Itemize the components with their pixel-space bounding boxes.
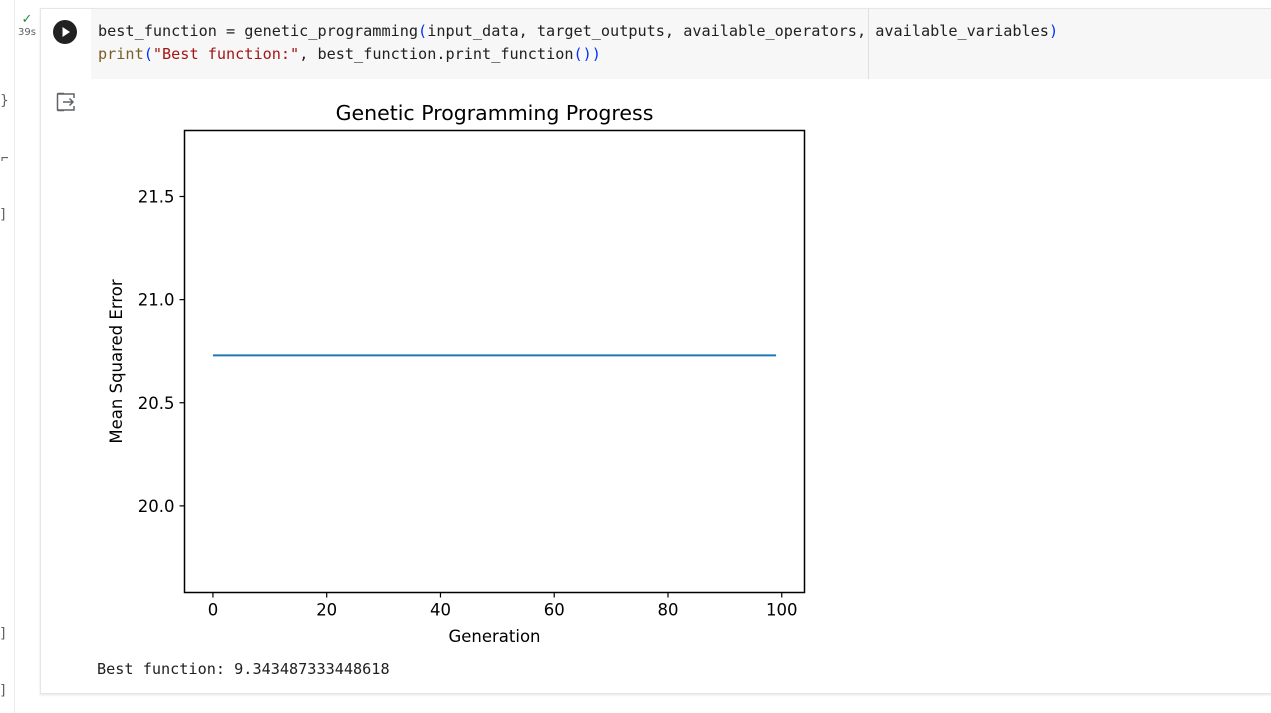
x-tick-label: 40 [430, 601, 451, 620]
x-tick-label: 100 [766, 601, 798, 620]
y-tick-label: 20.0 [138, 497, 175, 516]
y-tick-label: 20.5 [138, 394, 175, 413]
sidebar-icon[interactable]: ] [0, 208, 6, 222]
chart-title: Genetic Programming Progress [336, 101, 654, 125]
x-tick-label: 0 [208, 601, 219, 620]
y-axis-ticks: 20.0 20.5 21.0 21.5 [138, 188, 185, 516]
run-cell-button[interactable] [53, 20, 77, 44]
best-function-output: Best function: 9.343487333448618 [97, 660, 390, 678]
code-editor[interactable] [91, 9, 869, 79]
execution-status: ✓ 39s [16, 12, 38, 39]
output-toggle-icon[interactable] [54, 90, 78, 114]
plot-frame [183, 129, 806, 594]
sidebar-icon[interactable]: } [0, 94, 8, 108]
left-sidebar: } ⌐ ] ] ] [0, 0, 15, 713]
y-tick-label: 21.0 [138, 291, 175, 310]
sidebar-icon[interactable]: ] [0, 684, 6, 698]
code-text[interactable]: best_function = genetic_programming(inpu… [98, 20, 1058, 66]
x-tick-label: 60 [544, 601, 565, 620]
y-tick-label: 21.5 [138, 188, 175, 207]
sidebar-icon[interactable]: ] [0, 627, 6, 641]
code-line-1: best_function = genetic_programming(inpu… [98, 22, 1059, 40]
sidebar-icon[interactable]: ⌐ [0, 152, 8, 166]
play-icon [62, 27, 70, 37]
mse-chart: Genetic Programming Progress 20.0 20.5 21.… [107, 101, 806, 646]
x-axis-label: Generation [448, 627, 540, 646]
check-icon: ✓ [21, 12, 33, 27]
execution-time: 39s [18, 27, 36, 38]
code-cell[interactable] [40, 8, 1271, 694]
x-tick-label: 80 [657, 601, 678, 620]
x-axis-ticks: 0 20 40 60 80 100 [208, 592, 798, 620]
y-axis-label: Mean Squared Error [107, 279, 126, 443]
code-line-2: print("Best function:", best_function.pr… [98, 45, 601, 63]
code-editor-margin[interactable] [869, 9, 1271, 79]
x-tick-label: 20 [316, 601, 337, 620]
